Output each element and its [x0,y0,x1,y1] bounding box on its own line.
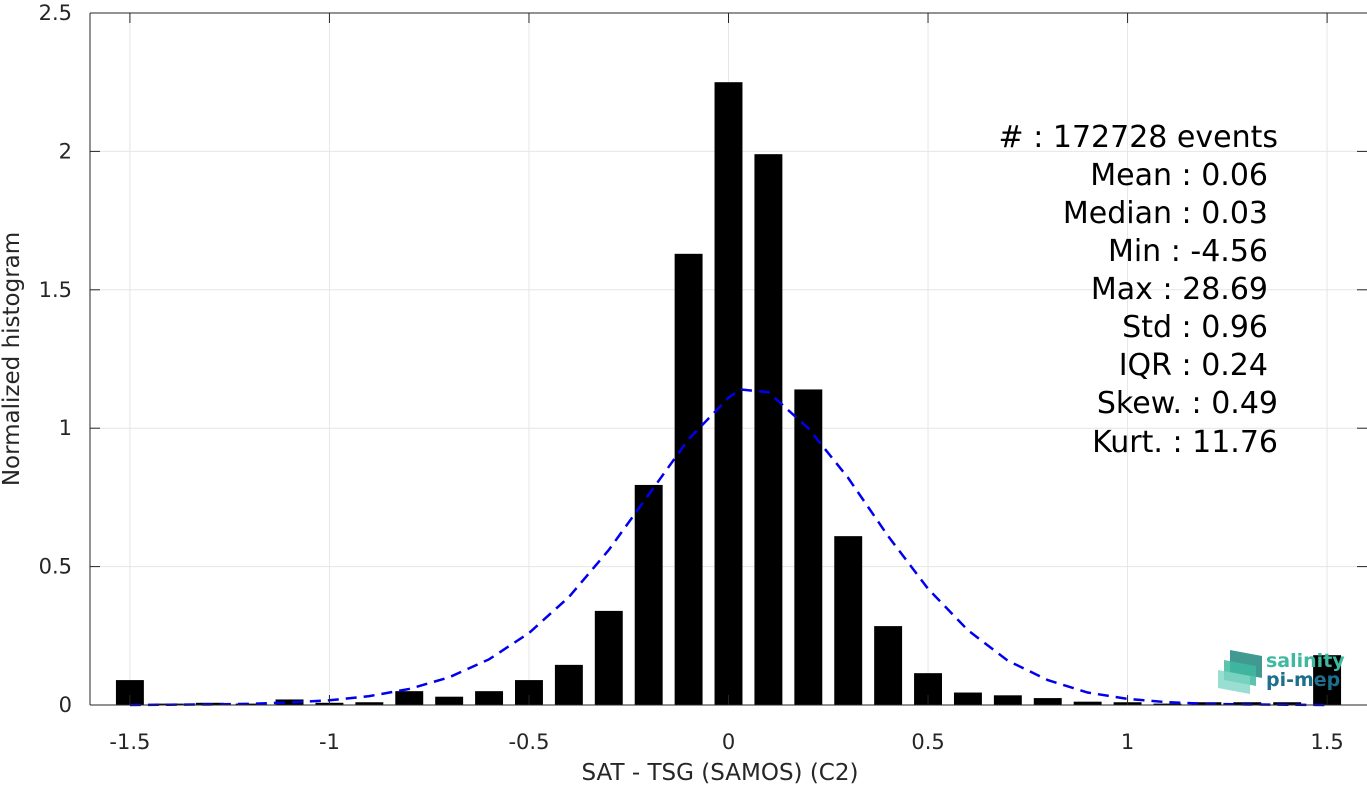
histogram-bar [714,82,743,705]
x-tick-label: -0.5 [508,730,549,754]
logo-text-pimep: pi-mep [1266,669,1340,691]
histogram-bar [235,703,264,705]
histogram-bar [1153,703,1182,705]
axes-frame [89,12,1367,706]
x-tick-label: 0.5 [911,730,944,754]
histogram-bar [634,484,663,705]
y-tick-label: 1.5 [39,278,72,302]
histogram-bar [674,253,703,706]
y-tick-label: 0 [59,693,72,717]
histogram-bars [115,82,1342,706]
stat-min: Min : -4.56 [1108,234,1268,269]
histogram-bar [754,154,783,706]
x-tick-label: 1 [1121,730,1134,754]
x-tick-label: 1.5 [1310,730,1343,754]
histogram-bar [475,691,504,705]
logo-text-salinity: salinity [1266,650,1345,672]
stat-max: Max : 28.69 [1091,272,1268,307]
histogram-bar [395,691,424,705]
wave-layers-icon [1218,650,1262,694]
histogram-bar [554,664,583,705]
stat-mean: Mean : 0.06 [1090,158,1268,193]
histogram-bar [953,692,982,705]
x-axis-label: SAT - TSG (SAMOS) (C2) [582,760,859,785]
gaussian-fit-curve [129,388,1328,707]
x-tick-label: -1 [319,730,340,754]
histogram-bar [1073,701,1102,705]
stat-events: # : 172728 events [999,120,1278,155]
stat-median: Median : 0.03 [1063,196,1268,231]
stat-kurt: Kurt. : 11.76 [1092,425,1278,460]
histogram-bar [874,626,903,705]
y-tick-label: 2.5 [39,1,72,25]
y-tick-label: 1 [59,416,72,440]
x-tick-label: 0 [722,730,735,754]
stat-std: Std : 0.96 [1122,310,1268,345]
stat-skew: Skew. : 0.49 [1097,386,1278,421]
histogram-bar [355,702,384,705]
histogram-bar [275,699,304,705]
histogram-bar [834,536,863,705]
histogram-bar [435,696,464,705]
x-tick-label: -1.5 [109,730,150,754]
histogram-bar [1033,698,1062,705]
y-tick-label: 2 [59,139,72,163]
salinity-pimep-logo: salinity pi-mep [1218,650,1345,694]
tick-labels: -1.5 -1 -0.5 0 0.5 1 1.5 0 0.5 1 1.5 2 2.5 [39,1,1344,754]
histogram-bar [794,389,823,705]
stat-iqr: IQR : 0.24 [1119,348,1268,383]
histogram-bar [993,695,1022,705]
statistics-box: # : 172728 events Mean : 0.06 Median : 0… [999,120,1278,460]
histogram-bar [594,610,623,705]
y-axis-label: Normalized histogram [0,232,25,486]
y-tick-label: 0.5 [39,555,72,579]
